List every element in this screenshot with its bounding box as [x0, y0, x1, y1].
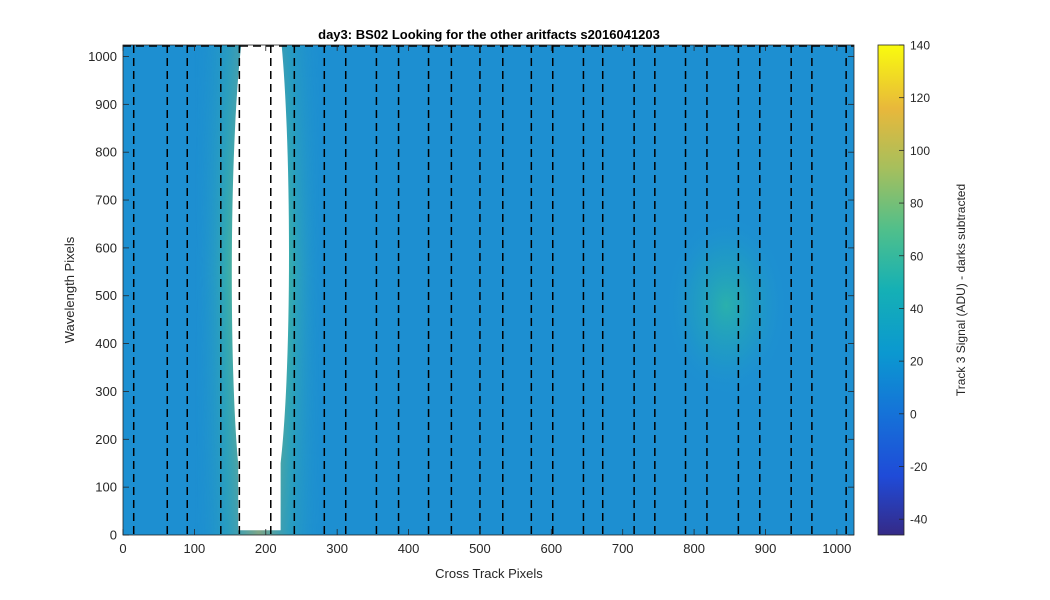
x-tick-label: 200 [255, 541, 277, 556]
saturated-region [231, 45, 289, 531]
x-axis: 0 100 200 300 400 500 600 700 800 900 1000 [119, 45, 851, 556]
y-tick-label: 600 [95, 240, 117, 255]
x-tick-label: 0 [119, 541, 126, 556]
colorbar-tick-label: 100 [910, 144, 930, 158]
y-tick-label: 1000 [88, 49, 117, 64]
y-axis-label: Wavelength Pixels [62, 236, 77, 343]
x-tick-label: 100 [184, 541, 206, 556]
y-tick-label: 300 [95, 384, 117, 399]
y-tick-label: 200 [95, 432, 117, 447]
y-tick-label: 700 [95, 193, 117, 208]
secondary-glow [666, 215, 787, 396]
colorbar-tick-label: -40 [910, 513, 928, 527]
x-tick-label: 800 [683, 541, 705, 556]
x-axis-label: Cross Track Pixels [435, 566, 543, 581]
y-tick-label: 400 [95, 336, 117, 351]
x-tick-label: 1000 [822, 541, 851, 556]
x-tick-label: 700 [612, 541, 634, 556]
y-tick-label: 800 [95, 145, 117, 160]
colorbar-tick-label: 140 [910, 39, 930, 53]
colorbar-gradient [877, 44, 905, 536]
y-tick-label: 0 [110, 528, 117, 543]
colorbar-tick-label: 20 [910, 355, 924, 369]
x-tick-label: 600 [540, 541, 562, 556]
x-tick-label: 900 [755, 541, 777, 556]
colorbar: -40 -20 0 20 40 60 80 100 120 140 Track 3 Signal … [877, 39, 968, 536]
plot-frame [122, 44, 855, 536]
plot-area [123, 45, 854, 535]
colorbar-tick-label: 60 [910, 249, 924, 263]
x-tick-label: 300 [326, 541, 348, 556]
colorbar-tick-label: 80 [910, 197, 924, 211]
chart-title: day3: BS02 Looking for the other aritfac… [318, 27, 660, 42]
x-tick-label: 500 [469, 541, 491, 556]
colorbar-tick-label: 0 [910, 407, 917, 421]
y-tick-label: 900 [95, 97, 117, 112]
y-tick-label: 500 [95, 288, 117, 303]
x-tick-label: 400 [398, 541, 420, 556]
colorbar-tick-label: 120 [910, 91, 930, 105]
colorbar-label: Track 3 Signal (ADU) - darks subtracted [954, 184, 968, 396]
y-axis: 0 100 200 300 400 500 600 700 800 900 1000 [88, 49, 854, 543]
colorbar-tick-label: -20 [910, 460, 928, 474]
colorbar-ticks: -40 -20 0 20 40 60 80 100 120 140 [899, 39, 930, 527]
dashed-columns-group [123, 45, 854, 535]
colorbar-tick-label: 40 [910, 302, 924, 316]
y-tick-label: 100 [95, 480, 117, 495]
